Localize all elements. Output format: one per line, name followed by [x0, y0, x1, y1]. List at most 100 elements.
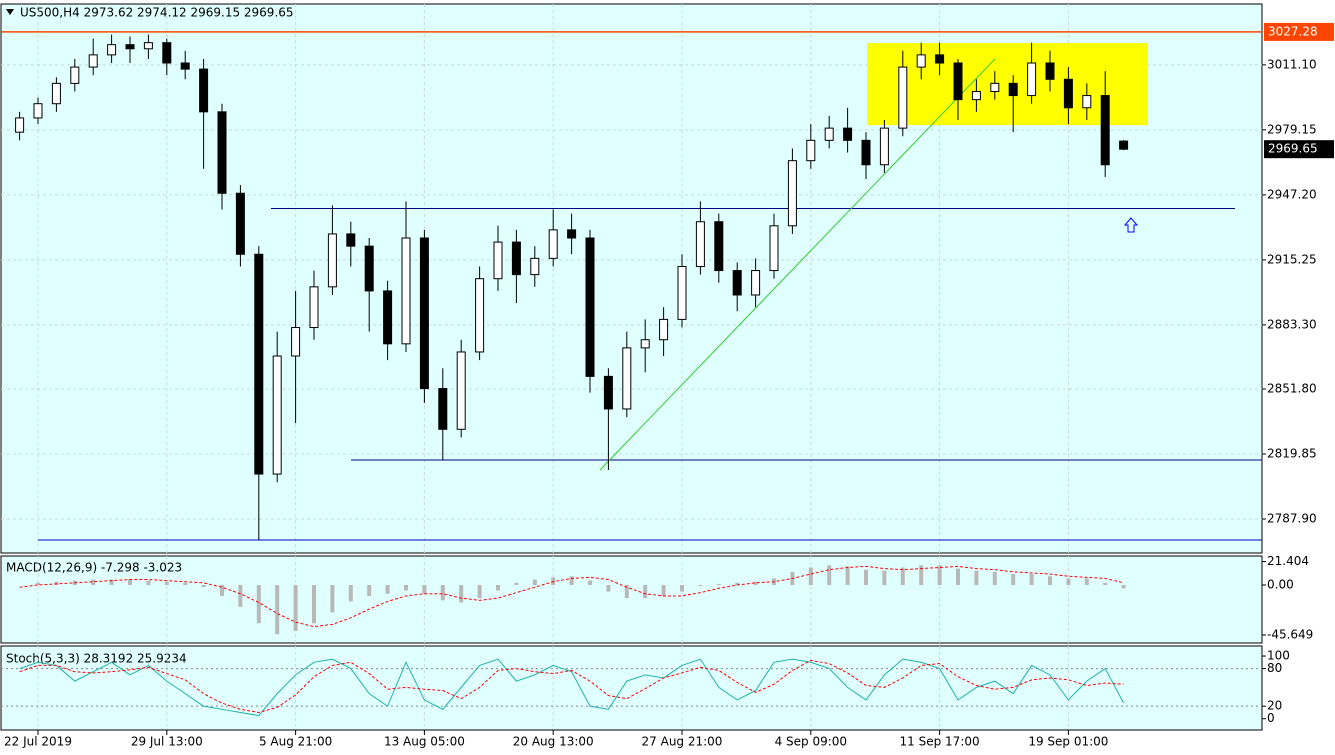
candle-body [1100, 95, 1110, 166]
candle-body [364, 245, 374, 292]
candle-body [327, 233, 337, 288]
stoch-line [19, 659, 1124, 713]
candle-body [88, 54, 98, 68]
stoch-line [19, 658, 1125, 717]
stoch-title: Stoch(5,3,3) 28.3192 25.9234 [6, 652, 187, 666]
candle-body [125, 44, 135, 50]
candle-body [456, 351, 466, 430]
candle-body [511, 241, 521, 276]
candle-body [640, 339, 650, 349]
candle-body [1082, 95, 1092, 109]
collapse-icon [6, 9, 14, 15]
candle-body [843, 127, 853, 141]
candle-body [879, 127, 889, 166]
candle-body [419, 237, 429, 390]
macd-signal [19, 565, 1124, 628]
y-tick-label: -45.649 [1267, 627, 1313, 641]
x-tick-label: 19 Sep 01:00 [1028, 735, 1108, 749]
candle-body [677, 265, 687, 320]
candle-body [1008, 82, 1018, 97]
candle-body [659, 318, 669, 341]
macd-title: MACD(12,26,9) -7.298 -3.023 [6, 561, 182, 575]
candle-body [199, 68, 209, 113]
candle-body [51, 82, 61, 105]
price-label-bg [1264, 22, 1334, 41]
candle-body [143, 42, 153, 50]
candle-body [475, 278, 485, 353]
candle-body [235, 192, 245, 255]
candle-body [383, 290, 393, 345]
candle-body [916, 54, 926, 68]
candle-body [1063, 78, 1073, 109]
y-tick-label: 80 [1267, 661, 1282, 675]
candle-body [787, 160, 797, 227]
candle-body [180, 62, 190, 70]
x-tick-label: 4 Sep 09:00 [775, 735, 847, 749]
candle-body [254, 253, 264, 475]
candle-body [824, 127, 834, 141]
candle-body [806, 139, 816, 162]
y-tick-label: 2947.20 [1267, 187, 1317, 201]
candle-body [217, 111, 227, 194]
x-tick-label: 27 Aug 21:00 [642, 735, 723, 749]
candle-body [695, 221, 705, 267]
candle-body [622, 347, 632, 410]
candle-body [33, 103, 43, 119]
candle-body [567, 229, 577, 239]
candle-body [1045, 62, 1055, 80]
x-tick-label: 22 Jul 2019 [4, 735, 72, 749]
y-tick-label: 0 [1267, 711, 1275, 725]
x-tick-label: 29 Jul 13:00 [131, 735, 203, 749]
y-tick-label: 2979.15 [1267, 122, 1317, 136]
stoch-panel [0, 645, 1263, 731]
candle-body [769, 225, 779, 272]
candle-body [585, 237, 595, 377]
y-tick-label: 2915.25 [1267, 252, 1317, 266]
y-tick-label: 21.404 [1267, 554, 1309, 568]
y-tick-label: 2787.90 [1267, 512, 1317, 526]
x-tick-label: 20 Aug 13:00 [513, 735, 594, 749]
macd-panel [0, 555, 1263, 644]
candle-body [953, 62, 963, 101]
candle-body [935, 54, 945, 64]
candle-body [732, 270, 742, 296]
chart-title: US500,H4 2973.62 2974.12 2969.15 2969.65 [20, 6, 294, 20]
y-tick-label: 2851.80 [1267, 381, 1317, 395]
candle-body [1027, 62, 1037, 97]
candle-body [1119, 140, 1129, 150]
last-price-label: 2969.65 [1268, 142, 1318, 156]
candle-body [70, 66, 80, 84]
candle-body [603, 375, 613, 410]
candle-body [530, 257, 540, 276]
candle-body [309, 286, 319, 329]
price-label: 3027.28 [1268, 24, 1318, 38]
candle-body [898, 66, 908, 129]
candle-body [971, 90, 981, 101]
y-tick-label: 2819.85 [1267, 447, 1317, 461]
candle-body [714, 221, 724, 272]
last-price-bg [1264, 140, 1334, 159]
candle-body [493, 241, 503, 280]
arrow-up [1123, 217, 1139, 233]
y-tick-label: 20 [1267, 699, 1282, 713]
x-tick-label: 5 Aug 21:00 [259, 735, 332, 749]
y-tick-label: 2883.30 [1267, 317, 1317, 331]
y-tick-label: 0.00 [1267, 578, 1294, 592]
x-tick-label: 13 Aug 05:00 [384, 735, 465, 749]
y-tick-label: 3011.10 [1267, 57, 1317, 71]
x-tick-label: 11 Sep 17:00 [900, 735, 980, 749]
trendline [599, 58, 996, 471]
candle-body [548, 229, 558, 259]
candle-body [15, 117, 25, 133]
candle-body [272, 355, 282, 475]
candle-body [107, 44, 117, 56]
candle-body [990, 82, 1000, 92]
candle-body [401, 237, 411, 345]
candle-body [162, 42, 172, 64]
candle-body [346, 233, 356, 247]
y-tick-label: 100 [1267, 649, 1290, 663]
candle-body [861, 139, 871, 166]
candle-body [291, 327, 301, 357]
candle-body [751, 270, 761, 296]
